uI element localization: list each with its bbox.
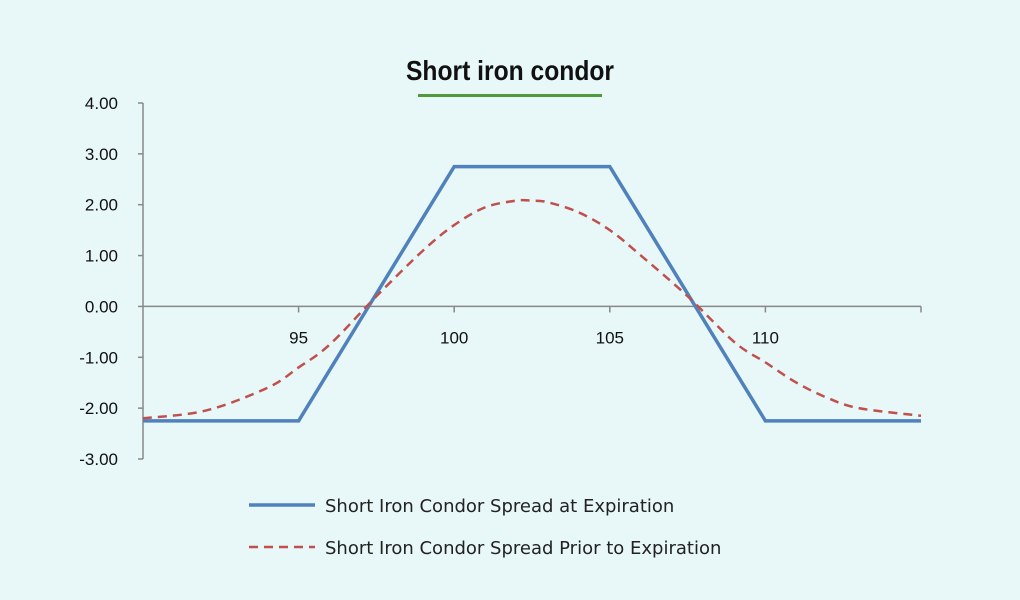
- series-prior-line: [142, 198, 922, 420]
- y-tick-label: -2.00: [79, 399, 118, 418]
- y-tick-label: -1.00: [79, 348, 118, 367]
- x-tick-label: 105: [596, 328, 624, 347]
- y-tick-label: 4.00: [85, 94, 118, 113]
- y-tick-label: 1.00: [85, 247, 118, 266]
- x-tick-label: 95: [289, 328, 308, 347]
- legend-label: Short Iron Condor Spread at Expiration: [325, 496, 674, 517]
- y-tick-label: 3.00: [85, 145, 118, 164]
- y-tick-label: -3.00: [79, 450, 118, 469]
- y-tick-label: 2.00: [85, 196, 118, 215]
- title-underline: [418, 94, 602, 97]
- series-expiration-line: [143, 164, 921, 423]
- x-tick-label: 100: [440, 328, 468, 347]
- x-tick-label: 110: [752, 328, 779, 347]
- chart-title: Short iron condor: [405, 55, 615, 86]
- y-tick-label: 0.00: [85, 297, 118, 316]
- legend-label: Short Iron Condor Spread Prior to Expira…: [325, 538, 721, 559]
